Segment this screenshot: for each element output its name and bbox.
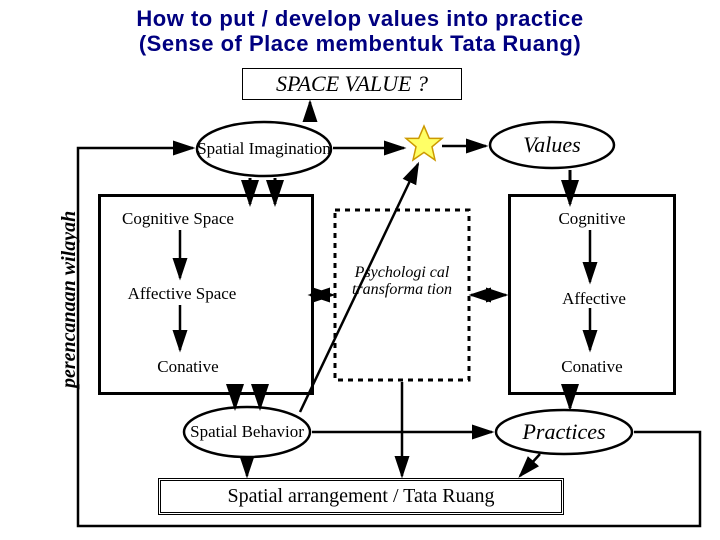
- spatial-behavior-text: Spatial Behavior: [182, 405, 312, 459]
- title-line2: (Sense of Place membentuk Tata Ruang): [139, 31, 581, 56]
- affective-space-text: Affective Space: [112, 285, 252, 304]
- values-text: Values: [488, 120, 616, 170]
- spatial-imagination-text: Spatial Imagination: [195, 120, 333, 178]
- title: How to put / develop values into practic…: [0, 0, 720, 57]
- title-line1: How to put / develop values into practic…: [136, 6, 583, 31]
- bottom-text: Spatial arrangement / Tata Ruang: [227, 485, 494, 507]
- cognitive-space-text: Cognitive Space: [108, 210, 248, 229]
- psychological-transformation-text: Psychologi cal transforma tion: [348, 265, 456, 299]
- practices-ellipse: Practices: [494, 408, 634, 456]
- spatial-imagination-ellipse: Spatial Imagination: [195, 120, 333, 178]
- conative-right-text: Conative: [552, 358, 632, 377]
- cognitive-text: Cognitive: [552, 210, 632, 229]
- spatial-behavior-ellipse: Spatial Behavior: [182, 405, 312, 459]
- values-ellipse: Values: [488, 120, 616, 170]
- side-label: perencanaan wilayah: [58, 211, 81, 388]
- practices-text: Practices: [494, 408, 634, 456]
- star-icon: [406, 126, 442, 160]
- conative-left-text: Conative: [148, 358, 228, 377]
- bottom-box: Spatial arrangement / Tata Ruang: [158, 478, 564, 515]
- space-value-text: SPACE VALUE ?: [276, 71, 428, 96]
- affective-text: Affective: [554, 290, 634, 309]
- space-value-box: SPACE VALUE ?: [242, 68, 462, 100]
